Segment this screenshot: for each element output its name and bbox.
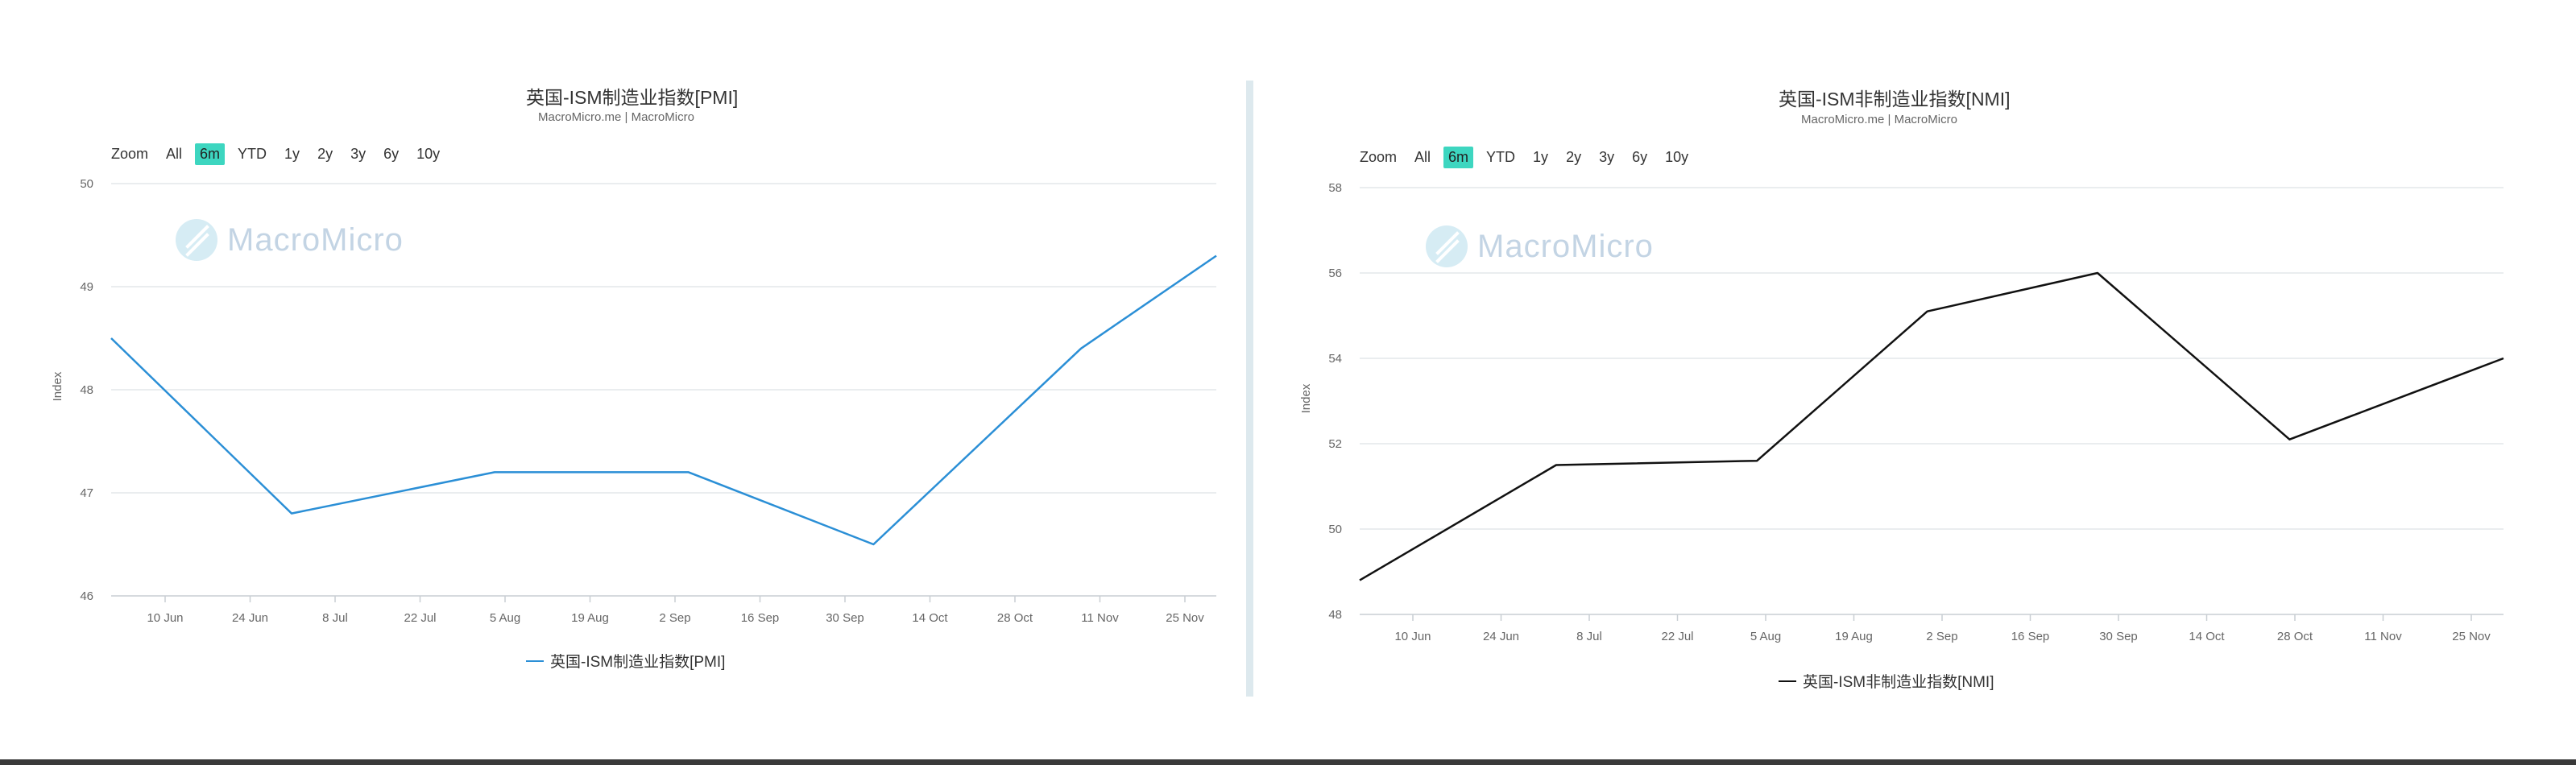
watermark-text: MacroMicro	[1477, 228, 1654, 264]
x-tick-label: 25 Nov	[2452, 630, 2491, 643]
zoom-all-button[interactable]: All	[166, 146, 183, 162]
zoom-ytd-button[interactable]: YTD	[238, 146, 267, 162]
line-chart-nmi: 58 56 54 52 50 48 10 Jun 24 Jun 8 Jul 22 Jul 5 Aug…	[1299, 181, 2504, 643]
zoom-1y-button[interactable]: 1y	[284, 146, 300, 162]
chart-panel-nmi: 英国-ISM非制造业指数[NMI] MacroMicro.me | MacroM…	[1253, 0, 2576, 749]
panel-divider	[1246, 81, 1253, 697]
y-tick-label: 56	[1328, 267, 1342, 280]
x-tick-label: 14 Oct	[912, 611, 948, 625]
x-tick-label: 14 Oct	[2189, 630, 2225, 643]
y-tick-label: 58	[1328, 181, 1342, 195]
x-tick-label: 2 Sep	[1926, 630, 1957, 643]
legend-label: 英国-ISM制造业指数[PMI]	[550, 654, 726, 671]
y-tick-label: 46	[80, 589, 93, 603]
y-tick-label: 50	[80, 177, 93, 191]
x-tick-label: 25 Nov	[1166, 611, 1204, 625]
chart-subtitle: MacroMicro.me | MacroMicro	[538, 110, 694, 124]
x-tick-label: 16 Sep	[2011, 630, 2050, 643]
watermark-text: MacroMicro	[227, 221, 404, 258]
y-tick-label: 54	[1328, 352, 1342, 366]
legend-swatch	[1779, 680, 1796, 682]
legend-label: 英国-ISM非制造业指数[NMI]	[1803, 674, 1994, 691]
chart-title: 英国-ISM非制造业指数[NMI]	[1779, 89, 2011, 110]
watermark: MacroMicro	[1426, 225, 1654, 267]
series-line[interactable]	[110, 254, 1217, 546]
x-tick-label: 11 Nov	[1081, 611, 1119, 625]
x-tick-label: 24 Jun	[1483, 630, 1519, 643]
zoom-label: Zoom	[1360, 149, 1398, 165]
chart-title: 英国-ISM制造业指数[PMI]	[526, 87, 739, 108]
watermark: MacroMicro	[176, 219, 404, 261]
line-chart-pmi: 50 49 48 47 46 10 Jun 24 Jun 8 Jul 22 Jul 5 Aug 19…	[51, 177, 1217, 625]
x-tick-label: 10 Jun	[1394, 630, 1431, 643]
legend-item[interactable]: 英国-ISM非制造业指数[NMI]	[1779, 670, 1994, 692]
y-tick-label: 50	[1328, 523, 1342, 536]
series-line[interactable]	[1359, 271, 2504, 581]
zoom-1y-button[interactable]: 1y	[1533, 149, 1549, 165]
x-tick-label: 2 Sep	[659, 611, 690, 625]
zoom-ytd-button[interactable]: YTD	[1486, 149, 1516, 165]
y-tick-label: 48	[80, 383, 93, 397]
x-tick-label: 22 Jul	[1661, 630, 1693, 643]
x-tick-label: 8 Jul	[322, 611, 348, 625]
zoom-6y-button[interactable]: 6y	[383, 146, 400, 162]
macromicro-logo-icon	[1426, 225, 1468, 267]
zoom-10y-button[interactable]: 10y	[1665, 149, 1689, 165]
zoom-controls: Zoom All 6m YTD 1y 2y 3y 6y 10y	[111, 143, 453, 165]
page-bottom-bar	[0, 759, 2576, 765]
y-tick-label: 48	[1328, 608, 1342, 622]
zoom-label: Zoom	[111, 146, 149, 162]
zoom-6m-button[interactable]: 6m	[195, 143, 226, 165]
x-tick-label: 30 Sep	[2099, 630, 2138, 643]
zoom-controls: Zoom All 6m YTD 1y 2y 3y 6y 10y	[1360, 147, 1701, 168]
zoom-2y-button[interactable]: 2y	[317, 146, 333, 162]
macromicro-logo-icon	[176, 219, 217, 261]
zoom-10y-button[interactable]: 10y	[416, 146, 441, 162]
legend-item[interactable]: 英国-ISM制造业指数[PMI]	[526, 650, 725, 672]
x-tick-label: 22 Jul	[404, 611, 436, 625]
x-tick-label: 28 Oct	[997, 611, 1033, 625]
x-tick-label: 5 Aug	[1750, 630, 1781, 643]
legend-swatch	[526, 660, 544, 662]
chart-panel-pmi: 英国-ISM制造业指数[PMI] MacroMicro.me | MacroMi…	[0, 0, 1247, 749]
zoom-2y-button[interactable]: 2y	[1566, 149, 1582, 165]
zoom-6y-button[interactable]: 6y	[1632, 149, 1648, 165]
y-tick-label: 52	[1328, 437, 1342, 451]
x-tick-label: 24 Jun	[232, 611, 268, 625]
x-tick-label: 11 Nov	[2364, 630, 2402, 643]
x-tick-label: 16 Sep	[741, 611, 780, 625]
y-axis-label: Index	[51, 371, 64, 401]
y-tick-label: 47	[80, 486, 93, 500]
x-tick-label: 5 Aug	[490, 611, 520, 625]
zoom-3y-button[interactable]: 3y	[350, 146, 367, 162]
zoom-3y-button[interactable]: 3y	[1599, 149, 1615, 165]
x-tick-label: 19 Aug	[571, 611, 609, 625]
y-axis-label: Index	[1299, 383, 1313, 413]
x-tick-label: 10 Jun	[147, 611, 183, 625]
zoom-6m-button[interactable]: 6m	[1443, 147, 1474, 168]
chart-subtitle: MacroMicro.me | MacroMicro	[1801, 113, 1957, 126]
x-tick-label: 28 Oct	[2277, 630, 2313, 643]
x-tick-label: 19 Aug	[1835, 630, 1873, 643]
zoom-all-button[interactable]: All	[1414, 149, 1431, 165]
x-tick-label: 30 Sep	[826, 611, 864, 625]
x-tick-label: 8 Jul	[1576, 630, 1602, 643]
y-tick-label: 49	[80, 280, 93, 294]
